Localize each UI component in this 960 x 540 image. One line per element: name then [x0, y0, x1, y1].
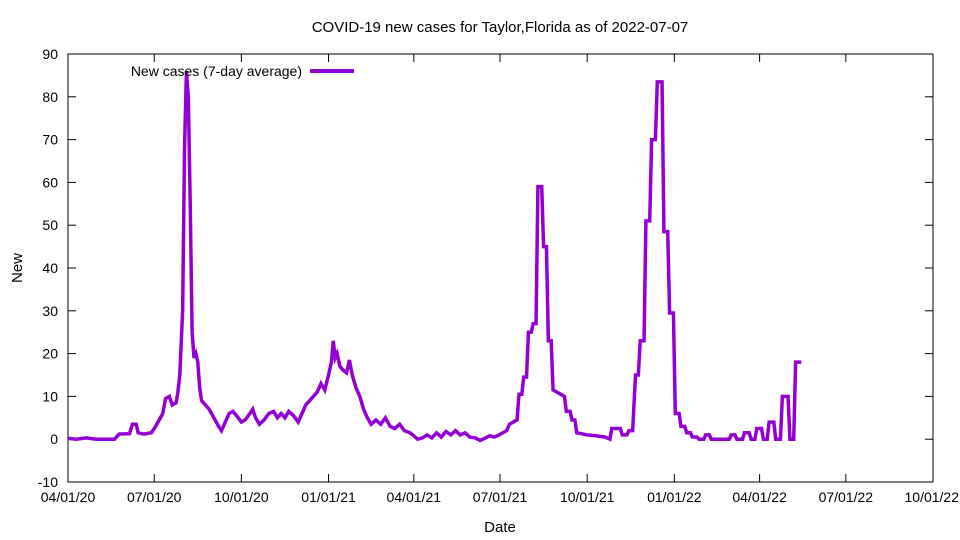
- x-tick-label: 04/01/20: [41, 489, 96, 505]
- y-tick-label: 70: [42, 132, 58, 148]
- series-layer: [67, 70, 802, 443]
- legend: New cases (7-day average): [131, 63, 354, 79]
- plot-frame: [67, 53, 934, 483]
- y-tick-label: -10: [38, 474, 58, 490]
- chart-title: COVID-19 new cases for Taylor,Florida as…: [312, 19, 689, 36]
- y-tick-label: 30: [42, 303, 58, 319]
- x-axis: 04/01/20 07/01/20 10/01/20 01/01/21 04/01/21…: [41, 54, 959, 505]
- x-tick-label: 07/01/21: [473, 489, 528, 505]
- y-axis-label: New: [9, 253, 26, 283]
- x-axis-label: Date: [484, 519, 516, 536]
- x-tick-label: 01/01/22: [647, 489, 702, 505]
- y-tick-label: 0: [50, 431, 58, 447]
- x-tick-label: 07/01/20: [127, 489, 182, 505]
- series-line-new-cases: [67, 70, 802, 443]
- x-tick-label: 10/01/20: [214, 489, 269, 505]
- y-tick-label: 40: [42, 260, 58, 276]
- y-axis: -10 0 10 20 30 40 50 60 70 80 90: [38, 46, 933, 490]
- y-tick-label: 50: [42, 217, 58, 233]
- legend-label: New cases (7-day average): [131, 63, 302, 79]
- x-tick-label: 01/01/21: [301, 489, 356, 505]
- x-tick-label: 10/01/22: [905, 489, 960, 505]
- y-tick-label: 20: [42, 346, 58, 362]
- x-tick-label: 04/01/22: [732, 489, 787, 505]
- x-tick-label: 04/01/21: [387, 489, 442, 505]
- x-tick-label: 10/01/21: [560, 489, 615, 505]
- x-tick-label: 07/01/22: [819, 489, 874, 505]
- y-tick-label: 90: [42, 46, 58, 62]
- y-tick-label: 80: [42, 89, 58, 105]
- y-tick-label: 10: [42, 388, 58, 404]
- y-tick-label: 60: [42, 174, 58, 190]
